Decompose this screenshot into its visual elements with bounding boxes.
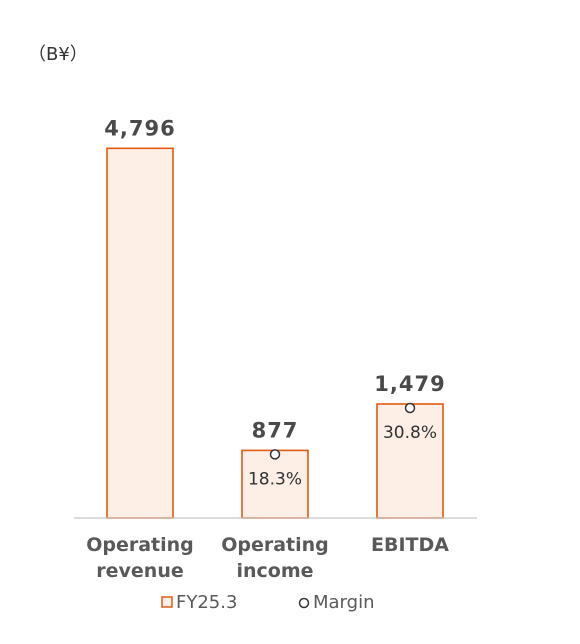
legend-margin-label: Margin: [313, 592, 374, 613]
margin-marker-1: [269, 449, 281, 460]
category-labels: Operating revenue Operating income EBITDA: [86, 534, 449, 582]
bar-0: [106, 147, 174, 519]
margin-marker-2: [404, 402, 416, 414]
bar-1: [241, 449, 309, 519]
category-label-1-0: Operating: [221, 534, 329, 556]
value-label-1: 877: [252, 418, 299, 442]
legend-margin-marker: [298, 597, 310, 609]
legend-fy25-label: FY25.3: [176, 592, 237, 613]
category-label-0-1: revenue: [96, 560, 183, 582]
margin-label-1: 18.3%: [248, 469, 302, 489]
value-label-0: 4,796: [104, 116, 175, 140]
legend: FY25.3 Margin: [161, 592, 374, 613]
bar-2: [376, 403, 444, 519]
labels-group: 4,796 877 18.3% 1,479 30.8%: [104, 116, 445, 489]
category-label-0-0: Operating: [86, 534, 194, 556]
legend-bar-swatch: [161, 596, 173, 608]
bars-group: [106, 147, 444, 519]
value-label-2: 1,479: [374, 372, 445, 396]
category-label-2-0: EBITDA: [371, 534, 449, 556]
margin-label-2: 30.8%: [383, 423, 437, 443]
unit-label: （B¥）: [28, 44, 88, 65]
category-label-1-1: income: [236, 560, 313, 582]
